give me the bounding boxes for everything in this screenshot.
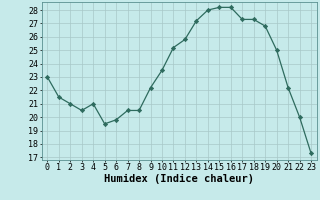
X-axis label: Humidex (Indice chaleur): Humidex (Indice chaleur) xyxy=(104,174,254,184)
